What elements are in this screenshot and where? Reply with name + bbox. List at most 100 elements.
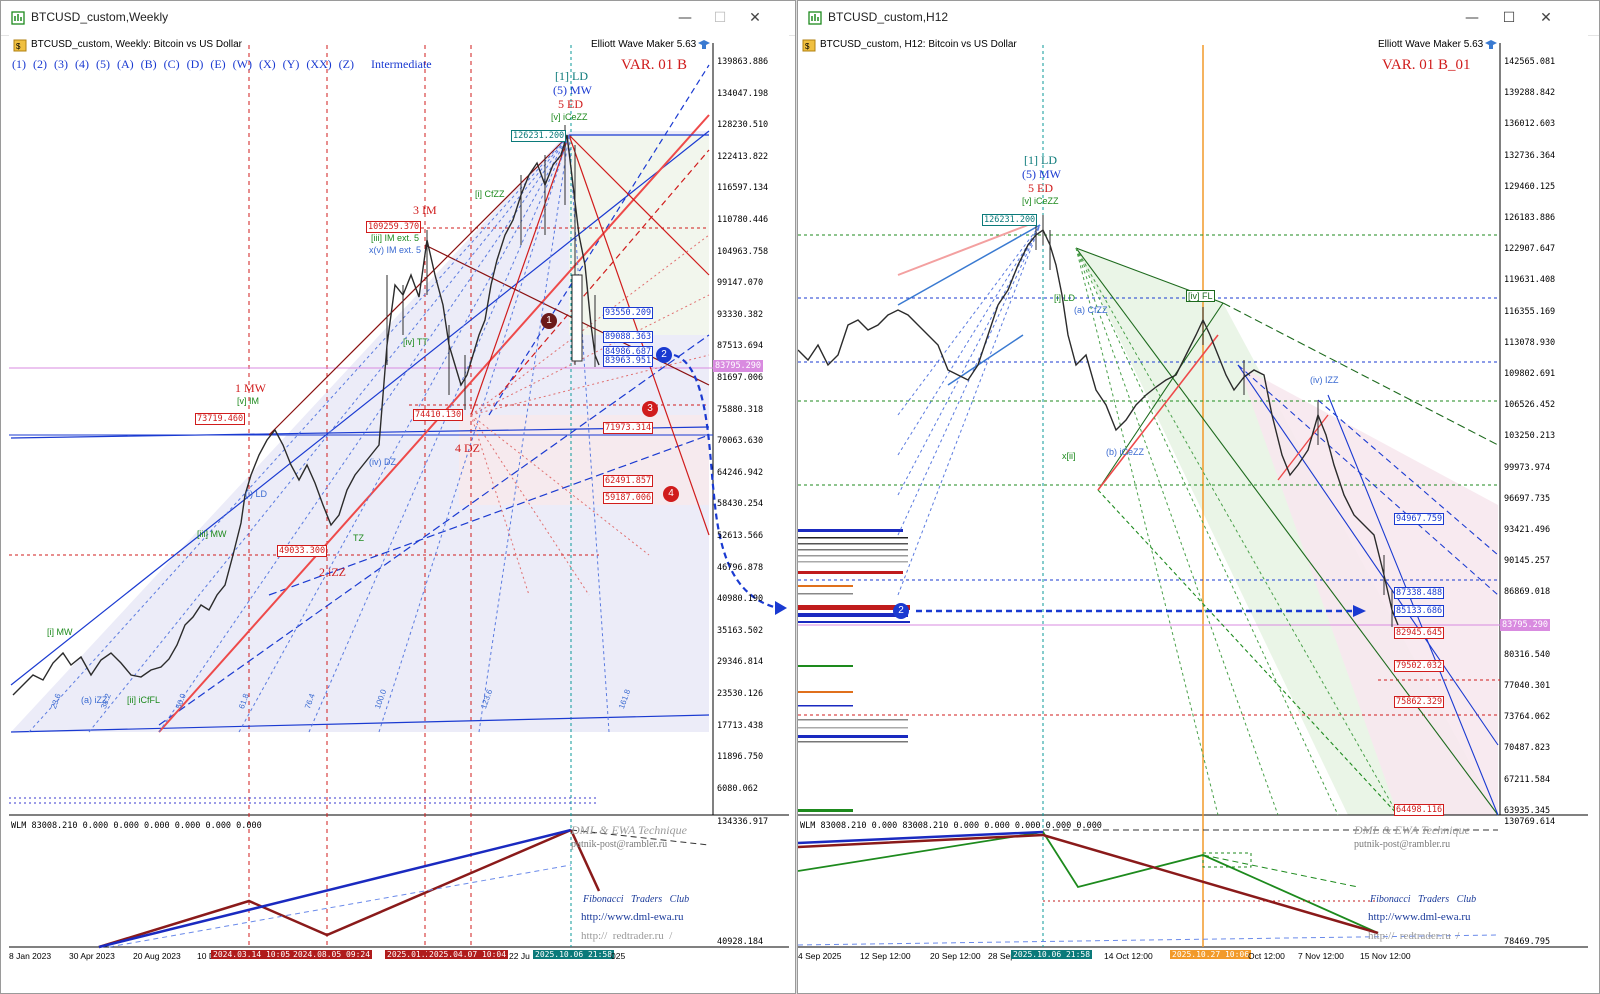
degree-button-4[interactable]: (5): [96, 57, 110, 71]
watermark-link-1[interactable]: http://www.dml-ewa.ru: [1368, 911, 1471, 923]
price-tick: 6080.062: [717, 783, 758, 794]
price-tick: 126183.886: [1504, 213, 1556, 223]
minimize-button[interactable]: —: [1465, 10, 1479, 26]
scenario-marker-1[interactable]: 1: [541, 313, 557, 329]
price-tick: 75880.318: [717, 404, 764, 415]
price-tick: 58430.254: [717, 499, 764, 510]
watermark-link-2[interactable]: http:// redtrader.ru /: [1368, 930, 1460, 942]
degree-button-14[interactable]: (Z): [338, 57, 354, 71]
right-titlebar[interactable]: BTCUSD_custom,H12 — ☐ ✕: [798, 1, 1599, 36]
close-button[interactable]: ✕: [749, 10, 761, 26]
chart-info-icon: $: [802, 39, 816, 52]
price-tick: 134047.198: [717, 88, 769, 99]
degree-button-9[interactable]: (E): [210, 57, 226, 71]
price-tick: 128230.510: [717, 120, 769, 131]
indicator-axis-bottom: 40928.184: [717, 937, 764, 947]
green-fan: [1075, 247, 1399, 816]
wlm-indicator: [798, 829, 1499, 946]
graduation-cap-icon[interactable]: [1484, 38, 1498, 52]
price-box-89088: 89088.363: [603, 331, 654, 343]
chart-info-icon: $: [13, 39, 27, 52]
price-tick: 96697.735: [1504, 493, 1551, 504]
degree-button-5[interactable]: (A): [117, 57, 134, 71]
degree-button-13[interactable]: (XX): [306, 57, 332, 71]
price-tick: 93330.382: [717, 309, 764, 320]
wave-label-b-icezz: (b) iCeZZ: [1106, 447, 1144, 457]
price-tick: 63935.345: [1504, 805, 1551, 816]
degree-button-2[interactable]: (3): [54, 57, 68, 71]
price-box-79502: 79502.032: [1394, 660, 1445, 672]
green-levels: [798, 234, 1500, 486]
minimize-button[interactable]: —: [678, 10, 692, 26]
degree-button-0[interactable]: (1): [12, 57, 26, 71]
wave-label-top-2: (5) MW: [553, 83, 592, 97]
chart-header: BTCUSD_custom, H12: Bitcoin vs US Dollar: [820, 39, 1017, 50]
degree-button-11[interactable]: (X): [259, 57, 276, 71]
degree-toolbar: (1) (2) (3) (4) (5) (A) (B) (C) (D) (E) (W) (X) (Y) (…: [12, 57, 432, 72]
wave-label-v-im: [v] IM: [237, 396, 259, 406]
scenario-marker-3[interactable]: 3: [642, 401, 658, 417]
watermark-line-1: DML & EWA Technique: [571, 823, 687, 837]
date-label-6: 025: [611, 951, 626, 961]
trend-channels: [897, 224, 1499, 816]
degree-level-label: Intermediate: [371, 57, 432, 71]
watermark-link-1[interactable]: http://www.dml-ewa.ru: [581, 911, 684, 923]
degree-button-12[interactable]: (Y): [282, 57, 300, 71]
price-tick: 116597.134: [717, 183, 769, 194]
weekly-chart-area[interactable]: $ BTCUSD_custom, Weekly: Bitcoin vs US D…: [9, 35, 789, 990]
wave-label-top-4: [v] iCeZZ: [1022, 196, 1059, 206]
date-label-3: 20 Sep 12:00: [930, 951, 981, 961]
degree-button-6[interactable]: (B): [140, 57, 157, 71]
wave-label-top-4: [v] iCeZZ: [551, 112, 588, 122]
price-tick: 67211.584: [1504, 774, 1551, 785]
wave-label-iv-izz: (iv) IZZ: [1310, 375, 1339, 385]
price-box-64498: 64498.116: [1394, 804, 1445, 816]
price-tick: 110780.446: [717, 215, 769, 225]
price-tick: 86869.018: [1504, 587, 1551, 598]
degree-button-7[interactable]: (C): [163, 57, 180, 71]
date-label-6: Oct 12:00: [1248, 951, 1285, 961]
graduation-cap-icon[interactable]: [697, 38, 711, 52]
scenario-marker-2[interactable]: 2: [893, 603, 909, 619]
time-tag-3: 2025.01.2: [385, 950, 433, 959]
degree-button-10[interactable]: (W): [232, 57, 252, 71]
wave-label-1mw: 1 MW: [235, 381, 266, 395]
left-titlebar[interactable]: BTCUSD_custom,Weekly — ☐ ✕: [1, 1, 795, 36]
time-tag-cyan: 2025.10.06 21:58: [1011, 950, 1093, 959]
wave-label-iii-im: [iii] IM ext. 5: [371, 233, 420, 243]
price-box-59187: 59187.006: [603, 492, 654, 504]
maximize-button[interactable]: ☐: [713, 10, 727, 26]
red-fan: [470, 234, 710, 596]
watermark-line-2: putnik-post@rambler.ru: [1354, 839, 1451, 850]
wave-label-ii-icfl: [ii] iCfFL: [127, 695, 161, 705]
price-tick: 93421.496: [1504, 525, 1551, 535]
window-title: BTCUSD_custom,Weekly: [31, 10, 169, 24]
watermark-link-2[interactable]: http:// redtrader.ru /: [581, 930, 673, 942]
degree-button-3[interactable]: (4): [75, 57, 89, 71]
price-tick: 136012.603: [1504, 119, 1556, 130]
blue-dotted-levels: [9, 797, 599, 804]
price-box-109259: 109259.370: [366, 221, 422, 233]
price-tick: 29346.814: [717, 657, 764, 668]
price-tick: 87513.694: [717, 341, 764, 352]
price-box-71973: 71973.314: [603, 422, 654, 434]
degree-button-1[interactable]: (2): [33, 57, 47, 71]
price-box-85133: 85133.686: [1394, 605, 1445, 617]
h12-chart-area[interactable]: $ BTCUSD_custom, H12: Bitcoin vs US Doll…: [798, 35, 1588, 990]
h12-chart-window[interactable]: BTCUSD_custom,H12 — ☐ ✕: [797, 0, 1600, 994]
scenario-marker-4[interactable]: 4: [663, 486, 679, 502]
blue-levels: [798, 297, 1500, 581]
price-tick: 129460.125: [1504, 181, 1556, 192]
degree-button-8[interactable]: (D): [186, 57, 204, 71]
price-tick: 139863.886: [717, 57, 769, 67]
scenario-marker-2[interactable]: 2: [656, 347, 672, 363]
trend-lines: [10, 64, 710, 733]
maximize-button[interactable]: ☐: [1502, 10, 1516, 26]
wave-label-i-mw: [i] MW: [47, 627, 73, 637]
price-tick: 81697.006: [717, 373, 764, 383]
close-button[interactable]: ✕: [1540, 10, 1552, 26]
price-box-49033: 49033.300: [277, 545, 328, 557]
wave-label-top-1: [1] LD: [1024, 153, 1057, 167]
weekly-chart-window[interactable]: BTCUSD_custom,Weekly — ☐ ✕: [0, 0, 796, 994]
price-tick: 70063.630: [717, 436, 764, 447]
